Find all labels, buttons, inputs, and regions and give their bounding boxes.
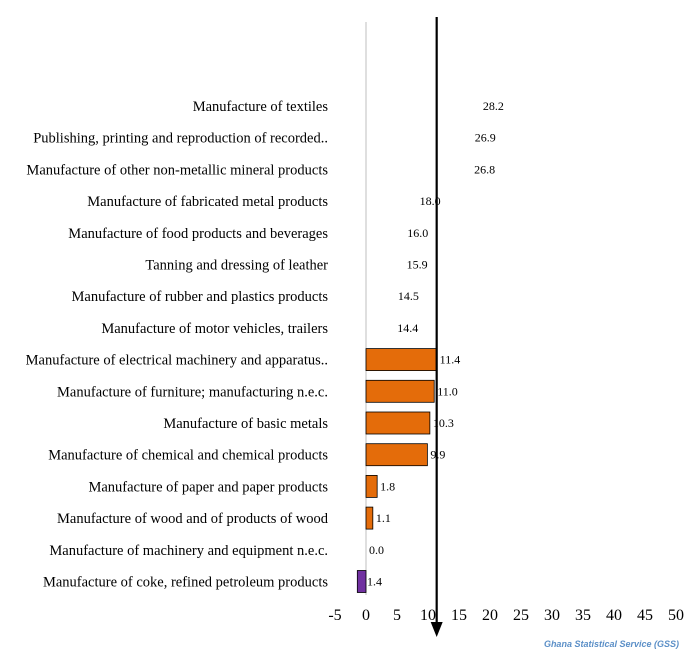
- category-label: Manufacture of fabricated metal products: [87, 194, 328, 210]
- bar: [365, 411, 431, 435]
- category-label: Manufacture of furniture; manufacturing …: [57, 384, 328, 400]
- bar: [356, 570, 367, 593]
- value-label: 1.1: [376, 511, 391, 525]
- x-tick-label: 10: [420, 607, 436, 624]
- value-label: 26.9: [475, 131, 496, 145]
- bar: [365, 443, 428, 467]
- value-label: 0.0: [369, 543, 384, 557]
- category-label: Publishing, printing and reproduction of…: [33, 131, 328, 147]
- value-label: 1.4: [367, 575, 382, 589]
- category-label: Manufacture of rubber and plastics produ…: [72, 289, 329, 305]
- source-note: Ghana Statistical Service (GSS): [543, 639, 679, 649]
- category-label: Manufacture of other non-metallic minera…: [26, 162, 328, 178]
- value-label: 14.5: [398, 289, 419, 303]
- x-tick-label: 0: [362, 607, 370, 624]
- value-label: 15.9: [407, 258, 428, 272]
- value-label: 11.0: [437, 384, 458, 398]
- reference-arrow-head: [430, 622, 443, 637]
- x-tick-label: 20: [482, 607, 498, 624]
- x-tick-label: 5: [393, 607, 401, 624]
- value-label: 18.0: [420, 194, 441, 208]
- x-tick-label: 15: [451, 607, 467, 624]
- value-label: 1.8: [380, 479, 395, 493]
- value-label: 28.2: [483, 99, 504, 113]
- category-label: Manufacture of machinery and equipment n…: [49, 543, 328, 559]
- category-label: Manufacture of paper and paper products: [88, 479, 328, 495]
- x-tick-label: 40: [606, 607, 622, 624]
- category-label: Manufacture of chemical and chemical pro…: [48, 448, 328, 464]
- category-label: Manufacture of electrical machinery and …: [26, 353, 328, 369]
- category-label: Manufacture of motor vehicles, trailers: [101, 321, 328, 337]
- x-tick-label: -5: [328, 607, 341, 624]
- value-label: 26.8: [474, 162, 495, 176]
- value-label: 11.4: [440, 353, 461, 367]
- x-tick-label: 50: [668, 607, 684, 624]
- category-label: Manufacture of basic metals: [163, 416, 328, 432]
- category-label: Manufacture of textiles: [193, 99, 329, 115]
- bar: [365, 379, 435, 403]
- category-label: Manufacture of coke, refined petroleum p…: [43, 575, 328, 591]
- bar: [365, 348, 438, 372]
- x-tick-label: 25: [513, 607, 529, 624]
- value-label: 9.9: [430, 448, 445, 462]
- x-tick-label: 35: [575, 607, 591, 624]
- category-label: Tanning and dressing of leather: [145, 258, 328, 274]
- x-tick-label: 30: [544, 607, 560, 624]
- x-tick-label: 45: [637, 607, 653, 624]
- value-label: 14.4: [397, 321, 418, 335]
- bar: [365, 474, 378, 498]
- category-label: Manufacture of wood and of products of w…: [57, 511, 329, 527]
- category-label: Manufacture of food products and beverag…: [68, 226, 328, 242]
- value-label: 16.0: [407, 226, 428, 240]
- value-label: 10.3: [433, 416, 454, 430]
- bar: [365, 506, 374, 530]
